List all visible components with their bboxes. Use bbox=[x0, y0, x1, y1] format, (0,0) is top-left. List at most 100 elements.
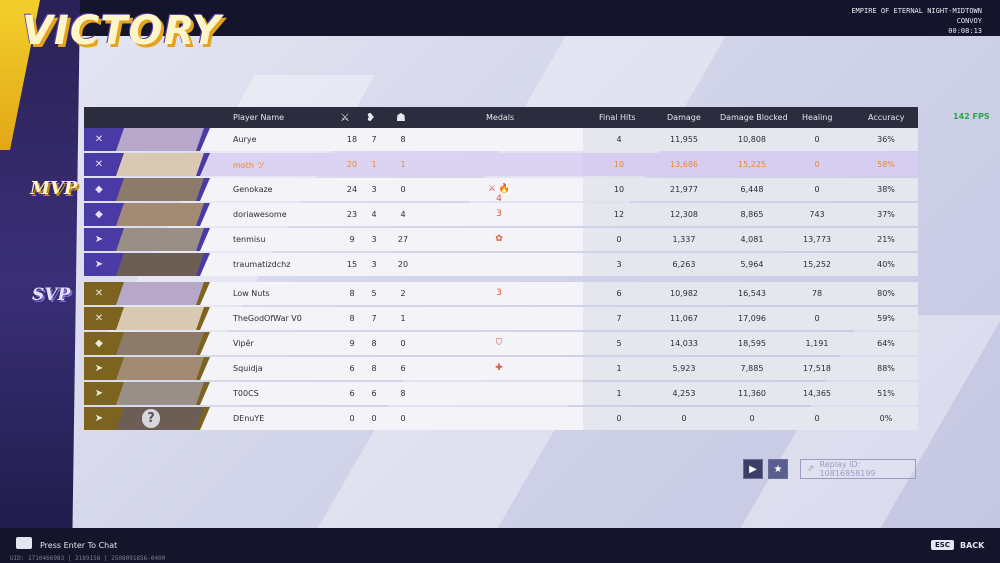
damage-blocked: 5,964 bbox=[740, 260, 764, 269]
final-hits: 10 bbox=[613, 185, 625, 194]
share-icon: ⇗ bbox=[807, 464, 815, 474]
accuracy: 59% bbox=[877, 314, 895, 323]
healing: 0 bbox=[814, 314, 820, 323]
duelist-icon: ◆ bbox=[95, 209, 103, 220]
player-row[interactable]: ➤ tenmisu 9 3 27 ✿ 0 1,337 4,081 13,773 21% bbox=[84, 228, 918, 251]
chat-prompt: Press Enter To Chat bbox=[40, 541, 118, 550]
healing: 743 bbox=[809, 210, 825, 219]
deaths: 8 bbox=[371, 364, 377, 373]
player-row[interactable]: ✕ moth ツ 20 1 1 10 13,686 15,225 0 58% bbox=[84, 153, 918, 176]
player-row[interactable]: ✕ Aurye 18 7 8 4 11,955 10,808 0 36% bbox=[84, 128, 918, 151]
player-name: Squidja bbox=[233, 364, 263, 373]
accuracy: 21% bbox=[877, 235, 895, 244]
final-hits: 6 bbox=[616, 289, 622, 298]
assists: 27 bbox=[397, 235, 409, 244]
player-row[interactable]: ➤ T00CS 6 6 8 1 4,253 11,360 14,365 51% bbox=[84, 382, 918, 405]
assists: 2 bbox=[400, 289, 406, 298]
unknown-hero-icon: ? bbox=[142, 409, 160, 428]
deaths: 5 bbox=[371, 289, 377, 298]
damage: 1,337 bbox=[672, 235, 696, 244]
accuracy: 0% bbox=[879, 414, 893, 423]
damage: 12,308 bbox=[670, 210, 698, 219]
player-row[interactable]: ◆ doriawesome 23 4 4 3 12 12,308 8,865 743 37% bbox=[84, 203, 918, 226]
replay-id-label: Replay ID: 10816858199 bbox=[819, 460, 876, 478]
uid-text: UID: 1710466983 | 2189158 | 2508091856-0… bbox=[10, 555, 166, 562]
player-name: Genokaze bbox=[233, 185, 273, 194]
deaths: 0 bbox=[371, 414, 377, 423]
player-row[interactable]: ◆ Vipêr 9 8 0 ⛉ 5 14,033 18,595 1,191 64% bbox=[84, 332, 918, 355]
player-row[interactable]: ➤ traumatizdchz 15 3 20 3 6,263 5,964 15,252 40% bbox=[84, 253, 918, 276]
hero-portrait bbox=[116, 178, 204, 201]
assists: 1 bbox=[400, 160, 406, 169]
damage-blocked: 11,360 bbox=[738, 389, 766, 398]
kills: 8 bbox=[349, 289, 355, 298]
back-button[interactable]: BACK bbox=[960, 541, 985, 550]
play-replay-button[interactable]: ▶ bbox=[743, 459, 763, 479]
deaths: 8 bbox=[371, 339, 377, 348]
player-name: Vipêr bbox=[233, 339, 254, 348]
hero-portrait bbox=[116, 407, 204, 430]
damage-blocked: 6,448 bbox=[740, 185, 764, 194]
kills: 15 bbox=[346, 260, 358, 269]
stats-panel bbox=[583, 357, 918, 380]
damage: 5,923 bbox=[672, 364, 696, 373]
duelist-icon: ◆ bbox=[95, 184, 103, 195]
player-row[interactable]: ◆ Genokaze 24 3 0 ⚔ 🔥 4 10 21,977 6,448 0 38% bbox=[84, 178, 918, 204]
player-portrait: ✕ bbox=[84, 307, 210, 330]
damage-blocked: 4,081 bbox=[740, 235, 764, 244]
strategist-icon: ➤ bbox=[94, 234, 104, 245]
kills: 8 bbox=[349, 314, 355, 323]
damage: 21,977 bbox=[670, 185, 698, 194]
accuracy: 58% bbox=[877, 160, 895, 169]
player-row[interactable]: ➤? DEnuYE 0 0 0 0 0 0 0 0% bbox=[84, 407, 918, 430]
replay-id-button[interactable]: ⇗ Replay ID: 10816858199 bbox=[800, 459, 916, 479]
damage: 6,263 bbox=[672, 260, 696, 269]
player-row[interactable]: ✕ Low Nuts 8 5 2 3 6 10,982 16,543 78 80% bbox=[84, 282, 918, 305]
player-portrait: ◆ bbox=[84, 178, 210, 201]
scoreboard-header: Player Name ⚔ ❥ ☗ Medals Final Hits Dama… bbox=[84, 107, 918, 128]
deaths: 7 bbox=[371, 314, 377, 323]
star-icon: ★ bbox=[773, 463, 783, 475]
vanguard-icon: ✕ bbox=[94, 313, 104, 324]
duelist-icon: ◆ bbox=[95, 338, 103, 349]
stats-panel bbox=[583, 203, 918, 226]
accuracy: 64% bbox=[877, 339, 895, 348]
hero-portrait bbox=[116, 203, 204, 226]
accuracy: 38% bbox=[877, 185, 895, 194]
favorite-button[interactable]: ★ bbox=[768, 459, 788, 479]
player-portrait: ➤ bbox=[84, 228, 210, 251]
assists: 0 bbox=[400, 414, 406, 423]
assists: 6 bbox=[400, 364, 406, 373]
stats-panel bbox=[583, 332, 918, 355]
healing: 17,518 bbox=[803, 364, 831, 373]
final-hits: 0 bbox=[616, 414, 622, 423]
damage-blocked: 15,225 bbox=[738, 160, 766, 169]
stats-panel bbox=[583, 153, 918, 176]
crossed-swords-icon: ⚔ bbox=[340, 111, 350, 124]
player-portrait: ➤ bbox=[84, 382, 210, 405]
damage: 11,067 bbox=[670, 314, 698, 323]
player-portrait: ◆ bbox=[84, 203, 210, 226]
mvp-badge: MVP bbox=[30, 178, 78, 199]
vanguard-icon: ✕ bbox=[94, 134, 104, 145]
damage-blocked: 7,885 bbox=[740, 364, 764, 373]
assists: 1 bbox=[400, 314, 406, 323]
stats-panel bbox=[583, 307, 918, 330]
hero-portrait bbox=[116, 332, 204, 355]
kills: 20 bbox=[346, 160, 358, 169]
damage-blocked: 18,595 bbox=[738, 339, 766, 348]
player-row[interactable]: ➤ Squidja 6 8 6 ✚ 1 5,923 7,885 17,518 88% bbox=[84, 357, 918, 380]
medals: 3 bbox=[496, 209, 502, 219]
map-name: EMPIRE OF ETERNAL NIGHT-MIDTOWN bbox=[851, 7, 982, 15]
player-row[interactable]: ✕ TheGodOfWar V0 8 7 1 7 11,067 17,096 0 59% bbox=[84, 307, 918, 330]
player-name: Aurye bbox=[233, 135, 257, 144]
medals: ⚔ 🔥 4 bbox=[487, 184, 511, 204]
medals: ⛉ bbox=[495, 338, 503, 348]
player-name: Low Nuts bbox=[233, 289, 270, 298]
stats-panel bbox=[583, 382, 918, 405]
match-info: EMPIRE OF ETERNAL NIGHT-MIDTOWN CONVOY 0… bbox=[851, 6, 982, 36]
hero-portrait bbox=[116, 282, 204, 305]
strategist-icon: ➤ bbox=[94, 363, 104, 374]
scoreboard-table: Player Name ⚔ ❥ ☗ Medals Final Hits Dama… bbox=[84, 107, 918, 432]
accuracy: 36% bbox=[877, 135, 895, 144]
